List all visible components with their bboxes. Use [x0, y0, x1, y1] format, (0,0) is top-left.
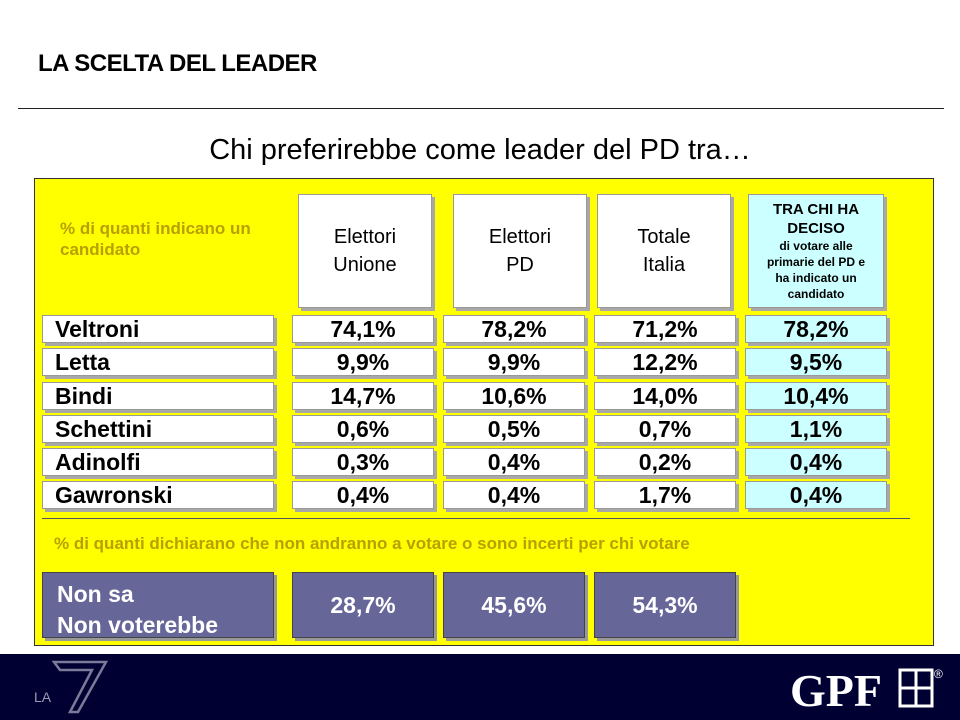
registered-mark: ®	[934, 667, 943, 681]
title-divider	[18, 108, 944, 109]
value-elettori-pd: 0,5%	[443, 415, 585, 443]
candidate-name: Gawronski	[42, 481, 274, 509]
slide-title: LA SCELTA DEL LEADER	[38, 50, 317, 77]
value-totale-italia: 1,7%	[594, 481, 736, 509]
value-decided-voters: 0,4%	[745, 448, 887, 476]
column-header-line: TRA CHI HA	[772, 201, 860, 218]
footer-bar	[0, 654, 960, 720]
value-elettori-unione: 0,6%	[292, 415, 434, 443]
value-decided-voters: 78,2%	[745, 315, 887, 343]
value-decided-voters: 0,4%	[745, 481, 887, 509]
table-row: Gawronski 0,4% 0,4% 1,7% 0,4%	[0, 481, 960, 509]
la7-logo: LA	[34, 660, 109, 714]
column-header-decided-voters: TRA CHI HA DECISO di votare alle primari…	[748, 194, 884, 308]
column-header-line: PD	[506, 254, 534, 276]
candidate-name: Adinolfi	[42, 448, 274, 476]
section-divider	[42, 518, 910, 519]
undecided-label: Non sa Non voterebbe	[42, 572, 274, 638]
column-header-line: di votare alle	[779, 239, 853, 253]
value-totale-italia: 71,2%	[594, 315, 736, 343]
question-heading: Chi preferirebbe come leader del PD tra…	[209, 134, 751, 166]
value-decided-voters: 1,1%	[745, 415, 887, 443]
value-decided-voters: 9,5%	[745, 348, 887, 376]
undecided-value-elettori-unione: 28,7%	[292, 572, 434, 638]
value-elettori-pd: 78,2%	[443, 315, 585, 343]
undecided-percentage-note: % di quanti dichiarano che non andranno …	[54, 534, 690, 553]
undecided-value-elettori-pd: 45,6%	[443, 572, 585, 638]
table-row: Veltroni 74,1% 78,2% 71,2% 78,2%	[0, 315, 960, 343]
value-elettori-pd: 10,6%	[443, 382, 585, 410]
undecided-value-totale-italia: 54,3%	[594, 572, 736, 638]
column-header-line: primarie del PD e	[766, 255, 866, 269]
column-header-elettori-unione: Elettori Unione	[298, 194, 432, 308]
table-row: Adinolfi 0,3% 0,4% 0,2% 0,4%	[0, 448, 960, 476]
table-row: Letta 9,9% 9,9% 12,2% 9,5%	[0, 348, 960, 376]
value-elettori-unione: 74,1%	[292, 315, 434, 343]
value-totale-italia: 0,2%	[594, 448, 736, 476]
candidate-name: Schettini	[42, 415, 274, 443]
candidate-percentage-note: % di quanti indicano un candidato	[60, 219, 251, 259]
value-totale-italia: 0,7%	[594, 415, 736, 443]
value-totale-italia: 14,0%	[594, 382, 736, 410]
candidate-name: Bindi	[42, 382, 274, 410]
value-elettori-pd: 0,4%	[443, 448, 585, 476]
candidate-name: Veltroni	[42, 315, 274, 343]
column-header-line: Unione	[333, 254, 397, 276]
column-header-line: ha indicato un	[775, 271, 857, 285]
gpf-logo: GPF ®	[790, 665, 943, 714]
undecided-label-line: Non voterebbe	[57, 612, 219, 638]
la7-seven-mark	[51, 660, 109, 714]
column-header-line: candidato	[787, 287, 845, 301]
column-header-totale-italia: Totale Italia	[597, 194, 731, 308]
column-header-line: Totale	[637, 226, 691, 248]
value-elettori-unione: 9,9%	[292, 348, 434, 376]
column-header-elettori-pd: Elettori PD	[453, 194, 587, 308]
value-elettori-pd: 0,4%	[443, 481, 585, 509]
value-elettori-unione: 14,7%	[292, 382, 434, 410]
gpf-logo-text: GPF	[790, 665, 882, 714]
table-row: Bindi 14,7% 10,6% 14,0% 10,4%	[0, 382, 960, 410]
value-totale-italia: 12,2%	[594, 348, 736, 376]
value-elettori-unione: 0,4%	[292, 481, 434, 509]
column-header-line: DECISO	[787, 220, 845, 237]
la7-logo-text: LA	[34, 689, 52, 705]
column-header-line: Italia	[642, 254, 686, 276]
column-header-line: Elettori	[333, 226, 397, 248]
undecided-label-line: Non sa	[57, 581, 134, 607]
value-elettori-unione: 0,3%	[292, 448, 434, 476]
value-decided-voters: 10,4%	[745, 382, 887, 410]
candidate-name: Letta	[42, 348, 274, 376]
table-row: Schettini 0,6% 0,5% 0,7% 1,1%	[0, 415, 960, 443]
value-elettori-pd: 9,9%	[443, 348, 585, 376]
column-header-line: Elettori	[488, 226, 552, 248]
